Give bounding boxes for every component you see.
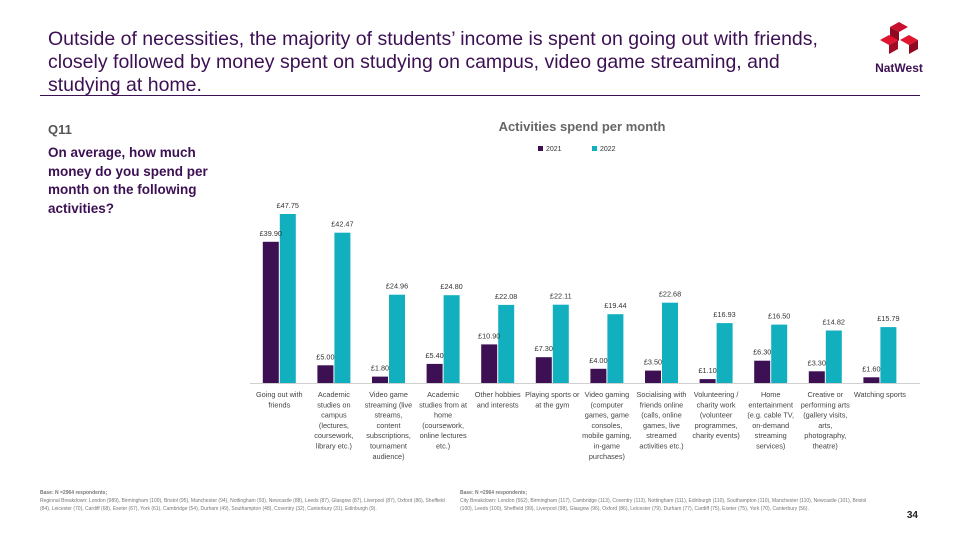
bar-2021-5 (535, 357, 552, 383)
value-label-2022-6: £19.44 (604, 301, 626, 310)
brand-name: NatWest (875, 61, 923, 75)
bar-2021-10 (808, 371, 825, 383)
value-label-2022-3: £24.80 (440, 282, 462, 291)
category-label-1: Academic studies on campus (lectures, course… (314, 390, 353, 451)
category-label-10: Creative or performing arts (gallery visit… (801, 390, 850, 451)
category-label-4: Other hobbies and interests (475, 390, 521, 409)
bar-2021-0 (262, 241, 279, 383)
value-label-2021-6: £4.00 (589, 356, 607, 365)
category-labels-group: Going out with friends Academic studies on c… (256, 390, 906, 461)
category-label-0: Going out with friends (256, 390, 303, 409)
category-label-11: Watching sports (854, 390, 906, 399)
value-label-2021-8: £1.10 (698, 366, 716, 375)
value-label-2021-11: £1.60 (862, 364, 880, 373)
value-label-2021-0: £39.90 (260, 229, 282, 238)
page-headline: Outside of necessities, the majority of … (48, 28, 818, 96)
value-label-2022-11: £15.79 (877, 314, 899, 323)
bar-2021-1 (317, 365, 334, 383)
category-label-3: Academic studies from at home (coursework, o… (419, 390, 467, 451)
footnote-regional-body: Regional Breakdown: London (989), Birmin… (40, 498, 445, 512)
value-label-2022-2: £24.96 (386, 282, 408, 291)
category-label-9: Home entertainment (e.g. cable TV, on-deman… (747, 390, 794, 451)
legend-label-2022: 2022 (600, 146, 616, 153)
category-label-7: Socialising with friends online (calls, on… (637, 390, 687, 451)
value-label-2021-3: £5.40 (425, 351, 443, 360)
footnote-regional-title: Base: N =2964 respondents; (40, 490, 108, 496)
footnote-city-title: Base: N =2964 respondents; (460, 490, 528, 496)
bar-2022-1 (334, 232, 351, 383)
bars-group (262, 214, 897, 383)
value-label-2021-4: £10.90 (478, 331, 500, 340)
activities-bar-chart: Activities spend per month 2021 2022 £39… (250, 119, 920, 461)
value-label-2022-7: £22.68 (659, 290, 681, 299)
value-label-2022-10: £14.82 (823, 318, 845, 327)
natwest-cube-logo-icon (880, 22, 918, 54)
category-label-5: Playing sports or at the gym (525, 390, 580, 409)
bar-2021-2 (372, 376, 388, 383)
category-label-2: Video game streaming (live streams, content… (365, 390, 412, 461)
value-label-2021-1: £5.00 (316, 352, 334, 361)
bar-2022-4 (498, 304, 515, 383)
value-label-2021-5: £7.30 (535, 344, 553, 353)
bar-2021-8 (699, 379, 716, 383)
bar-2022-6 (607, 314, 624, 383)
brand-logo: NatWest (868, 20, 930, 75)
page-number: 34 (906, 510, 918, 521)
value-labels-group: £39.90 £47.75 £5.00 £42.47 £1.80 £24.96 £5.40 £… (260, 201, 900, 375)
bar-2022-9 (771, 324, 788, 383)
bar-2022-2 (389, 294, 405, 383)
value-label-2022-4: £22.08 (495, 292, 517, 301)
bar-2021-9 (754, 360, 771, 383)
bar-2022-11 (880, 327, 897, 383)
bar-2022-3 (443, 295, 460, 383)
value-label-2022-5: £22.11 (550, 292, 572, 301)
value-label-2022-1: £42.47 (331, 220, 353, 229)
bar-2021-6 (590, 368, 607, 383)
chart-title: Activities spend per month (499, 119, 666, 134)
legend-swatch-2022 (592, 146, 597, 151)
bar-2021-7 (645, 370, 661, 383)
value-label-2021-7: £3.50 (644, 358, 662, 367)
question-number: Q11 (48, 122, 72, 137)
value-label-2021-9: £6.30 (753, 348, 771, 357)
footnote-regional: Base: N =2964 respondents; Regional Brea… (40, 489, 445, 513)
category-label-6: Video gaming (computer games, game consoles… (582, 390, 631, 461)
bar-2022-8 (716, 323, 733, 383)
bar-2022-0 (279, 214, 296, 383)
category-label-8: Volunteering / charity work (volunteer prog… (692, 390, 739, 440)
legend-swatch-2021 (538, 146, 543, 151)
value-label-2022-8: £16.93 (713, 310, 735, 319)
bar-2022-10 (825, 330, 842, 383)
value-label-2021-2: £1.80 (371, 364, 389, 373)
footnote-city-body: City Breakdown: London (562), Birmingham… (460, 498, 867, 512)
bar-2021-4 (481, 344, 498, 383)
bar-2021-3 (426, 363, 443, 383)
question-text: On average, how much money do you spend … (48, 145, 208, 216)
value-label-2021-10: £3.30 (808, 358, 826, 367)
footnote-city: Base: N =2964 respondents; City Breakdow… (460, 489, 870, 513)
headline-divider (40, 95, 920, 96)
bar-2022-5 (552, 304, 569, 383)
chart-legend: 2021 2022 (538, 146, 616, 153)
legend-label-2021: 2021 (546, 146, 562, 153)
value-label-2022-0: £47.75 (277, 201, 299, 210)
value-label-2022-9: £16.50 (768, 312, 790, 321)
bar-2022-7 (662, 302, 678, 383)
bar-2021-11 (863, 377, 880, 383)
